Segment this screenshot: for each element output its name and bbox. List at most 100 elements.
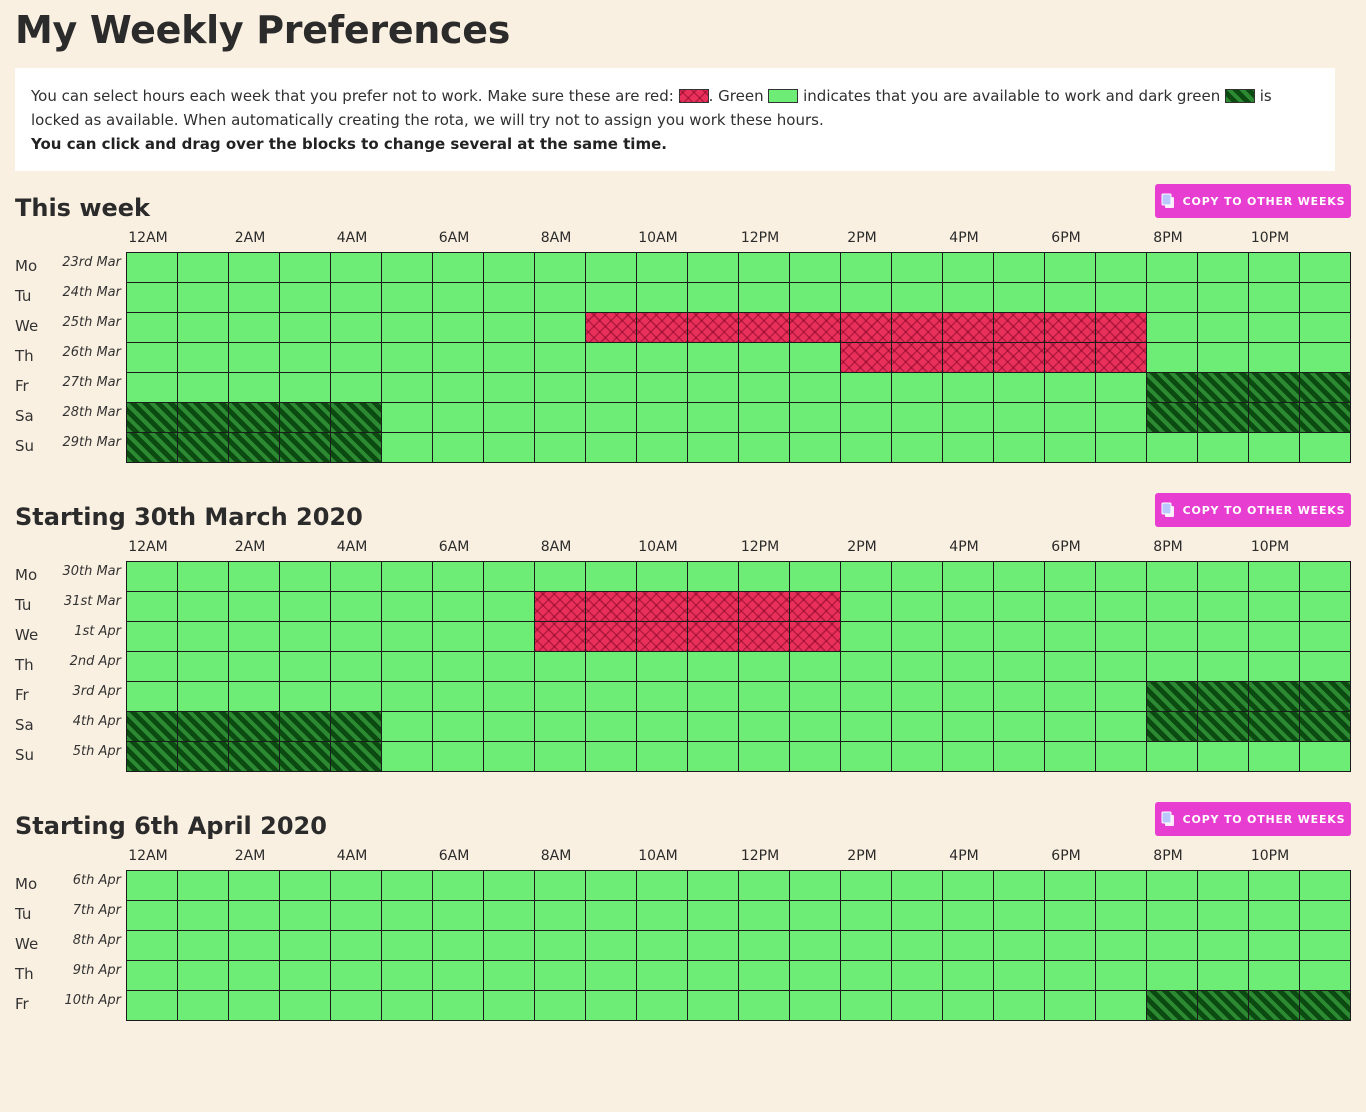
hour-cell[interactable]: [1198, 622, 1249, 652]
hour-cell[interactable]: [1096, 592, 1147, 622]
hour-cell[interactable]: [229, 253, 280, 283]
hour-cell[interactable]: [535, 622, 586, 652]
hour-cell[interactable]: [688, 343, 739, 373]
hour-cell[interactable]: [331, 562, 382, 592]
hour-cell[interactable]: [943, 961, 994, 991]
hour-cell[interactable]: [994, 373, 1045, 403]
hour-cell[interactable]: [586, 991, 637, 1021]
hour-cell[interactable]: [841, 682, 892, 712]
hour-cell[interactable]: [637, 403, 688, 433]
hour-cell[interactable]: [586, 562, 637, 592]
hour-cell[interactable]: [1147, 871, 1198, 901]
hour-cell[interactable]: [484, 313, 535, 343]
hour-cell[interactable]: [994, 652, 1045, 682]
hour-cell[interactable]: [127, 961, 178, 991]
hour-cell[interactable]: [637, 682, 688, 712]
hour-cell[interactable]: [739, 592, 790, 622]
hour-cell[interactable]: [1096, 373, 1147, 403]
hour-cell[interactable]: [535, 592, 586, 622]
hour-cell[interactable]: [586, 343, 637, 373]
hour-cell[interactable]: [1249, 901, 1300, 931]
hour-cell[interactable]: [433, 433, 484, 463]
hour-cell[interactable]: [841, 652, 892, 682]
hour-cell[interactable]: [1045, 253, 1096, 283]
hour-cell[interactable]: [892, 562, 943, 592]
hour-cell[interactable]: [943, 343, 994, 373]
hour-cell[interactable]: [688, 283, 739, 313]
hour-cell[interactable]: [535, 871, 586, 901]
hour-cell[interactable]: [892, 283, 943, 313]
hour-cell[interactable]: [1045, 343, 1096, 373]
hour-cell[interactable]: [535, 742, 586, 772]
hour-cell[interactable]: [229, 313, 280, 343]
hour-cell[interactable]: [943, 283, 994, 313]
hour-cell[interactable]: [178, 931, 229, 961]
hour-cell[interactable]: [382, 622, 433, 652]
availability-grid[interactable]: [126, 252, 1351, 463]
hour-cell[interactable]: [688, 871, 739, 901]
hour-cell[interactable]: [178, 961, 229, 991]
hour-cell[interactable]: [229, 283, 280, 313]
hour-cell[interactable]: [739, 871, 790, 901]
hour-cell[interactable]: [1198, 433, 1249, 463]
hour-cell[interactable]: [943, 712, 994, 742]
hour-cell[interactable]: [1300, 931, 1351, 961]
hour-cell[interactable]: [535, 433, 586, 463]
hour-cell[interactable]: [586, 253, 637, 283]
hour-cell[interactable]: [178, 373, 229, 403]
hour-cell[interactable]: [1249, 622, 1300, 652]
hour-cell[interactable]: [739, 682, 790, 712]
hour-cell[interactable]: [892, 433, 943, 463]
hour-cell[interactable]: [790, 373, 841, 403]
hour-cell[interactable]: [280, 283, 331, 313]
hour-cell[interactable]: [178, 253, 229, 283]
hour-cell[interactable]: [739, 313, 790, 343]
hour-cell[interactable]: [892, 622, 943, 652]
hour-cell[interactable]: [994, 622, 1045, 652]
hour-cell[interactable]: [1045, 373, 1096, 403]
hour-cell[interactable]: [688, 991, 739, 1021]
hour-cell[interactable]: [1045, 871, 1096, 901]
hour-cell[interactable]: [688, 901, 739, 931]
hour-cell[interactable]: [790, 403, 841, 433]
hour-cell[interactable]: [943, 991, 994, 1021]
hour-cell[interactable]: [688, 403, 739, 433]
hour-cell[interactable]: [586, 652, 637, 682]
hour-cell[interactable]: [892, 313, 943, 343]
hour-cell[interactable]: [280, 931, 331, 961]
hour-cell[interactable]: [739, 991, 790, 1021]
hour-cell[interactable]: [943, 622, 994, 652]
hour-cell[interactable]: [739, 712, 790, 742]
hour-cell[interactable]: [994, 592, 1045, 622]
hour-cell[interactable]: [1249, 871, 1300, 901]
hour-cell[interactable]: [739, 343, 790, 373]
hour-cell[interactable]: [688, 652, 739, 682]
hour-cell[interactable]: [1147, 652, 1198, 682]
hour-cell[interactable]: [688, 712, 739, 742]
hour-cell[interactable]: [127, 343, 178, 373]
hour-cell[interactable]: [1045, 712, 1096, 742]
hour-cell[interactable]: [1147, 961, 1198, 991]
hour-cell[interactable]: [484, 901, 535, 931]
hour-cell[interactable]: [1300, 592, 1351, 622]
hour-cell[interactable]: [892, 343, 943, 373]
hour-cell[interactable]: [1045, 592, 1096, 622]
hour-cell[interactable]: [382, 433, 433, 463]
hour-cell[interactable]: [1045, 433, 1096, 463]
hour-cell[interactable]: [382, 562, 433, 592]
hour-cell[interactable]: [382, 652, 433, 682]
hour-cell[interactable]: [637, 253, 688, 283]
copy-to-other-weeks-button[interactable]: COPY TO OTHER WEEKS: [1155, 184, 1351, 218]
hour-cell[interactable]: [739, 622, 790, 652]
hour-cell[interactable]: [382, 742, 433, 772]
hour-cell[interactable]: [1045, 283, 1096, 313]
hour-cell[interactable]: [280, 682, 331, 712]
hour-cell[interactable]: [841, 871, 892, 901]
hour-cell[interactable]: [382, 313, 433, 343]
hour-cell[interactable]: [943, 403, 994, 433]
hour-cell[interactable]: [790, 871, 841, 901]
hour-cell[interactable]: [1147, 622, 1198, 652]
hour-cell[interactable]: [433, 712, 484, 742]
hour-cell[interactable]: [790, 991, 841, 1021]
hour-cell[interactable]: [586, 433, 637, 463]
